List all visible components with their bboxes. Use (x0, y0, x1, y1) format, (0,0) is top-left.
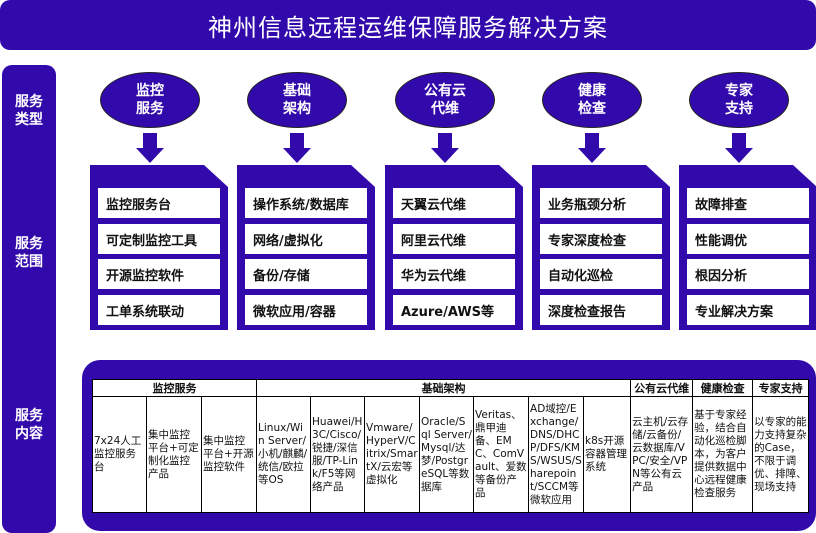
table-cell: 基于专家经验，结合自动化巡检脚本，为客户提供数据中心远程健康检查服务 (692, 396, 754, 513)
category-oval: 监控 服务 (100, 72, 200, 128)
scope-item: 监控服务台 (98, 188, 220, 218)
category-oval: 健康 检查 (542, 72, 642, 128)
scope-item: 天翼云代维 (393, 188, 515, 218)
category-card: 天翼云代维阿里云代维华为云代维 Azure/AWS等 (385, 165, 523, 330)
scope-item: 开源监控软件 (98, 259, 220, 289)
scope-item: 备份/存储 (245, 259, 367, 289)
side-column: 服务 类型 服务 范围 服务 内容 (2, 65, 56, 533)
table-cell: 以专家的能力支持复杂的Case，不限于调优、排障、现场支持 (752, 396, 810, 513)
header-public-cloud: 公有云代维 (630, 379, 694, 397)
scope-item: 操作系统/数据库 (245, 188, 367, 218)
category-oval: 基础 架构 (247, 72, 347, 128)
table-cell: 集中监控平台+可定制化监控产品 (146, 396, 202, 513)
side-label-type: 服务 类型 (15, 94, 43, 128)
category-card: 监控服务台可定制监控工具 开源监控软件 工单系统联动 (90, 165, 228, 330)
category-card: 故障排查性能调优根因分析专业解决方案 (679, 165, 816, 330)
table-header-row: 监控服务 基础架构 公有云代维 健康检查 专家支持 (91, 379, 810, 397)
header-monitoring: 监控服务 (91, 379, 258, 397)
side-label-content: 服务 内容 (15, 408, 43, 442)
table-cell: AD域控/Exchange/DNS/DHCP/DFS/KMS/WSUS/Shar… (528, 396, 585, 513)
arrow-down-icon (283, 133, 311, 163)
scope-item: 根因分析 (687, 259, 809, 289)
scope-item: 自动化巡检 (540, 259, 662, 289)
table-cell: k8s开源容器管理系统 (583, 396, 632, 513)
category-card: 操作系统/数据库 网络/虚拟化 备份/存储微软应用/容器 (237, 165, 375, 330)
table-cell: Oracle/Sql Server/Mysql/达梦/PostgreSQL等数据… (419, 396, 475, 513)
category-oval: 专家 支持 (689, 72, 789, 128)
scope-item: 专家深度检查 (540, 224, 662, 254)
header-expert-support: 专家支持 (752, 379, 810, 397)
table-cell: 云主机/云存储/云备份/云数据库/VPC/安全/VPN等公有云产品 (630, 396, 694, 513)
scope-item: 华为云代维 (393, 259, 515, 289)
scope-item: Azure/AWS等 (393, 295, 515, 325)
arrow-down-icon (431, 133, 459, 163)
page-title: 神州信息远程运维保障服务解决方案 (0, 0, 816, 50)
table-cell: 7x24人工监控服务台 (92, 396, 147, 513)
table-cell: Linux/Win Server/小机/麒麟/统信/欧拉等OS (256, 396, 312, 513)
scope-item: 性能调优 (687, 224, 809, 254)
category-card: 业务瓶颈分析 专家深度检查 自动化巡检深度检查报告 (532, 165, 670, 330)
scope-item: 专业解决方案 (687, 295, 809, 325)
arrow-down-icon (725, 133, 753, 163)
table-cell: Huawei/H3C/Cisco/锐捷/深信服/TP-Link/F5等网络产品 (310, 396, 366, 513)
table-cell: 集中监控平台+开源监控软件 (200, 396, 258, 513)
arrow-down-icon (578, 133, 606, 163)
scope-item: 工单系统联动 (98, 295, 220, 325)
service-content-table: 监控服务 基础架构 公有云代维 健康检查 专家支持 7x24人工监控服务台 集中监… (91, 379, 810, 513)
scope-item: 故障排查 (687, 188, 809, 218)
side-label-scope: 服务 范围 (15, 236, 43, 270)
category-oval: 公有云 代维 (395, 72, 495, 128)
scope-item: 业务瓶颈分析 (540, 188, 662, 218)
table-row: 7x24人工监控服务台 集中监控平台+可定制化监控产品 集中监控平台+开源监控软件 L… (92, 396, 810, 513)
header-infrastructure: 基础架构 (256, 379, 632, 397)
table-cell: Veritas、鼎甲迪备、EMC、ComVault、爱数等备份产品 (473, 396, 530, 513)
scope-item: 网络/虚拟化 (245, 224, 367, 254)
header-health-check: 健康检查 (692, 379, 754, 397)
scope-item: 阿里云代维 (393, 224, 515, 254)
scope-item: 深度检查报告 (540, 295, 662, 325)
table-cell: Vmware/HyperV/Citrix/SmartX/云宏等虚拟化 (364, 396, 421, 513)
scope-item: 可定制监控工具 (98, 224, 220, 254)
arrow-down-icon (136, 133, 164, 163)
scope-item: 微软应用/容器 (245, 295, 367, 325)
